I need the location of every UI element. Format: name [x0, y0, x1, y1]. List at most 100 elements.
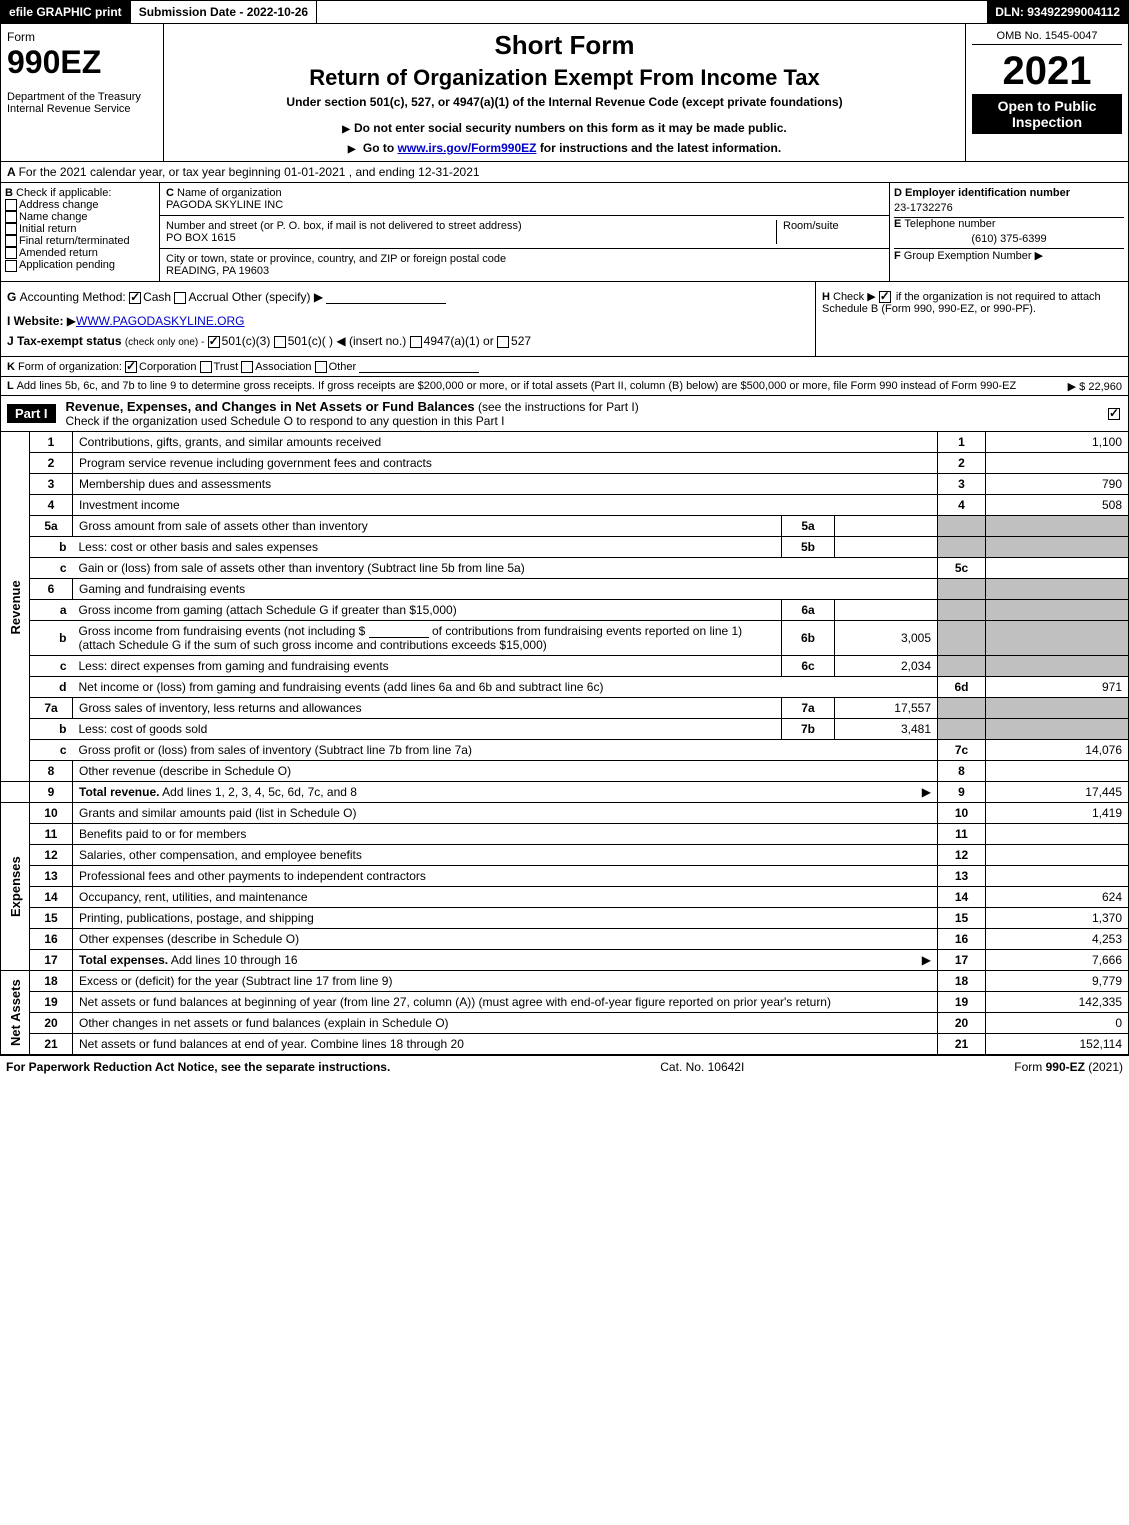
schedule-o-checkbox[interactable] — [1108, 408, 1120, 420]
footer-cat: Cat. No. 10642I — [660, 1060, 744, 1074]
g-cash: Cash — [143, 290, 171, 304]
line-6b-blank[interactable] — [369, 625, 429, 638]
name-change-checkbox[interactable] — [5, 211, 17, 223]
k-trust: Trust — [214, 361, 239, 373]
k-other: Other — [329, 361, 357, 373]
line-16-num: 16 — [30, 929, 73, 950]
line-7b-desc: Less: cost of goods sold — [73, 719, 782, 740]
b-app: Application pending — [19, 259, 115, 271]
l-text: Add lines 5b, 6c, and 7b to line 9 to de… — [17, 380, 1017, 392]
section-a-text: For the 2021 calendar year, or tax year … — [19, 165, 480, 179]
dept-label: Department of the Treasury — [7, 91, 157, 103]
4947-checkbox[interactable] — [410, 336, 422, 348]
line-6c-iv: 2,034 — [835, 656, 938, 677]
line-12-val — [986, 845, 1129, 866]
line-6d-desc: Net income or (loss) from gaming and fun… — [73, 677, 938, 698]
amended-return-checkbox[interactable] — [5, 247, 17, 259]
line-20-rn: 20 — [938, 1013, 986, 1034]
line-7b-val-shade — [986, 719, 1129, 740]
line-6a-val-shade — [986, 600, 1129, 621]
line-6-val-shade — [986, 579, 1129, 600]
trust-checkbox[interactable] — [200, 361, 212, 373]
line-11-val — [986, 824, 1129, 845]
revenue-section-end — [1, 782, 30, 803]
j-insert: (insert no.) — [349, 334, 406, 348]
cash-checkbox[interactable] — [129, 292, 141, 304]
line-6d-rn: 6d — [938, 677, 986, 698]
initial-return-checkbox[interactable] — [5, 223, 17, 235]
line-16-rn: 16 — [938, 929, 986, 950]
line-6-desc: Gaming and fundraising events — [73, 579, 938, 600]
line-19-val: 142,335 — [986, 992, 1129, 1013]
line-20-desc: Other changes in net assets or fund bala… — [73, 1013, 938, 1034]
other-org-checkbox[interactable] — [315, 361, 327, 373]
line-7b-iv: 3,481 — [835, 719, 938, 740]
j-sub: (check only one) - — [125, 337, 204, 348]
501c3-checkbox[interactable] — [208, 336, 220, 348]
line-17-val: 7,666 — [986, 950, 1129, 971]
gross-receipts: $ 22,960 — [1079, 381, 1122, 393]
line-5c-num: c — [30, 558, 73, 579]
ein-value: 23-1732276 — [894, 199, 1124, 218]
final-return-checkbox[interactable] — [5, 235, 17, 247]
line-19-rn: 19 — [938, 992, 986, 1013]
line-7a-in: 7a — [782, 698, 835, 719]
section-k: K Form of organization: Corporation Trus… — [0, 357, 1129, 377]
line-6b-iv: 3,005 — [835, 621, 938, 656]
other-specify-field[interactable] — [326, 291, 446, 304]
website-link[interactable]: WWW.PAGODASKYLINE.ORG — [76, 314, 244, 328]
line-6b-in: 6b — [782, 621, 835, 656]
accrual-checkbox[interactable] — [174, 292, 186, 304]
section-d: D Employer identification number 23-1732… — [890, 183, 1128, 281]
g-other: Other (specify) — [232, 290, 311, 304]
line-9-val: 17,445 — [986, 782, 1129, 803]
b-final: Final return/terminated — [19, 235, 130, 247]
app-pending-checkbox[interactable] — [5, 260, 17, 272]
527-checkbox[interactable] — [497, 336, 509, 348]
dln-label: DLN: 93492299004112 — [987, 1, 1128, 23]
line-10-rn: 10 — [938, 803, 986, 824]
line-15-num: 15 — [30, 908, 73, 929]
line-7a-iv: 17,557 — [835, 698, 938, 719]
line-10-num: 10 — [30, 803, 73, 824]
line-5b-iv — [835, 537, 938, 558]
line-7b-in: 7b — [782, 719, 835, 740]
line-8-val — [986, 761, 1129, 782]
501c-checkbox[interactable] — [274, 336, 286, 348]
line-7c-desc: Gross profit or (loss) from sales of inv… — [73, 740, 938, 761]
address-change-checkbox[interactable] — [5, 199, 17, 211]
c-name-label: Name of organization — [177, 187, 282, 199]
short-form-title: Short Form — [170, 30, 959, 61]
k-corp: Corporation — [139, 361, 196, 373]
line-5c-val — [986, 558, 1129, 579]
line-2-val — [986, 453, 1129, 474]
page-footer: For Paperwork Reduction Act Notice, see … — [0, 1055, 1129, 1078]
org-street: PO BOX 1615 — [166, 232, 236, 244]
line-3-desc: Membership dues and assessments — [73, 474, 938, 495]
line-6b-desc: Gross income from fundraising events (no… — [73, 621, 782, 656]
line-7a-num: 7a — [30, 698, 73, 719]
tax-year: 2021 — [972, 49, 1122, 94]
submission-date: Submission Date - 2022-10-26 — [130, 1, 317, 23]
tel-value: (610) 375-6399 — [894, 230, 1124, 249]
k-assoc: Association — [255, 361, 311, 373]
line-21-desc: Net assets or fund balances at end of ye… — [73, 1034, 938, 1055]
line-8-rn: 8 — [938, 761, 986, 782]
line-17-rn: 17 — [938, 950, 986, 971]
part1-sub: (see the instructions for Part I) — [478, 400, 639, 414]
line-11-rn: 11 — [938, 824, 986, 845]
other-org-field[interactable] — [359, 360, 479, 373]
line-6c-rn-shade — [938, 656, 986, 677]
line-9-rn: 9 — [938, 782, 986, 803]
line-8-desc: Other revenue (describe in Schedule O) — [73, 761, 938, 782]
b-addr: Address change — [19, 199, 99, 211]
line-20-num: 20 — [30, 1013, 73, 1034]
gh-row: G Accounting Method: Cash Accrual Other … — [0, 282, 1129, 357]
line-1-num: 1 — [30, 432, 73, 453]
corp-checkbox[interactable] — [125, 361, 137, 373]
schedule-b-checkbox[interactable] — [879, 291, 891, 303]
line-13-num: 13 — [30, 866, 73, 887]
efile-print-label[interactable]: efile GRAPHIC print — [1, 1, 130, 23]
assoc-checkbox[interactable] — [241, 361, 253, 373]
irs-link[interactable]: www.irs.gov/Form990EZ — [398, 141, 537, 155]
